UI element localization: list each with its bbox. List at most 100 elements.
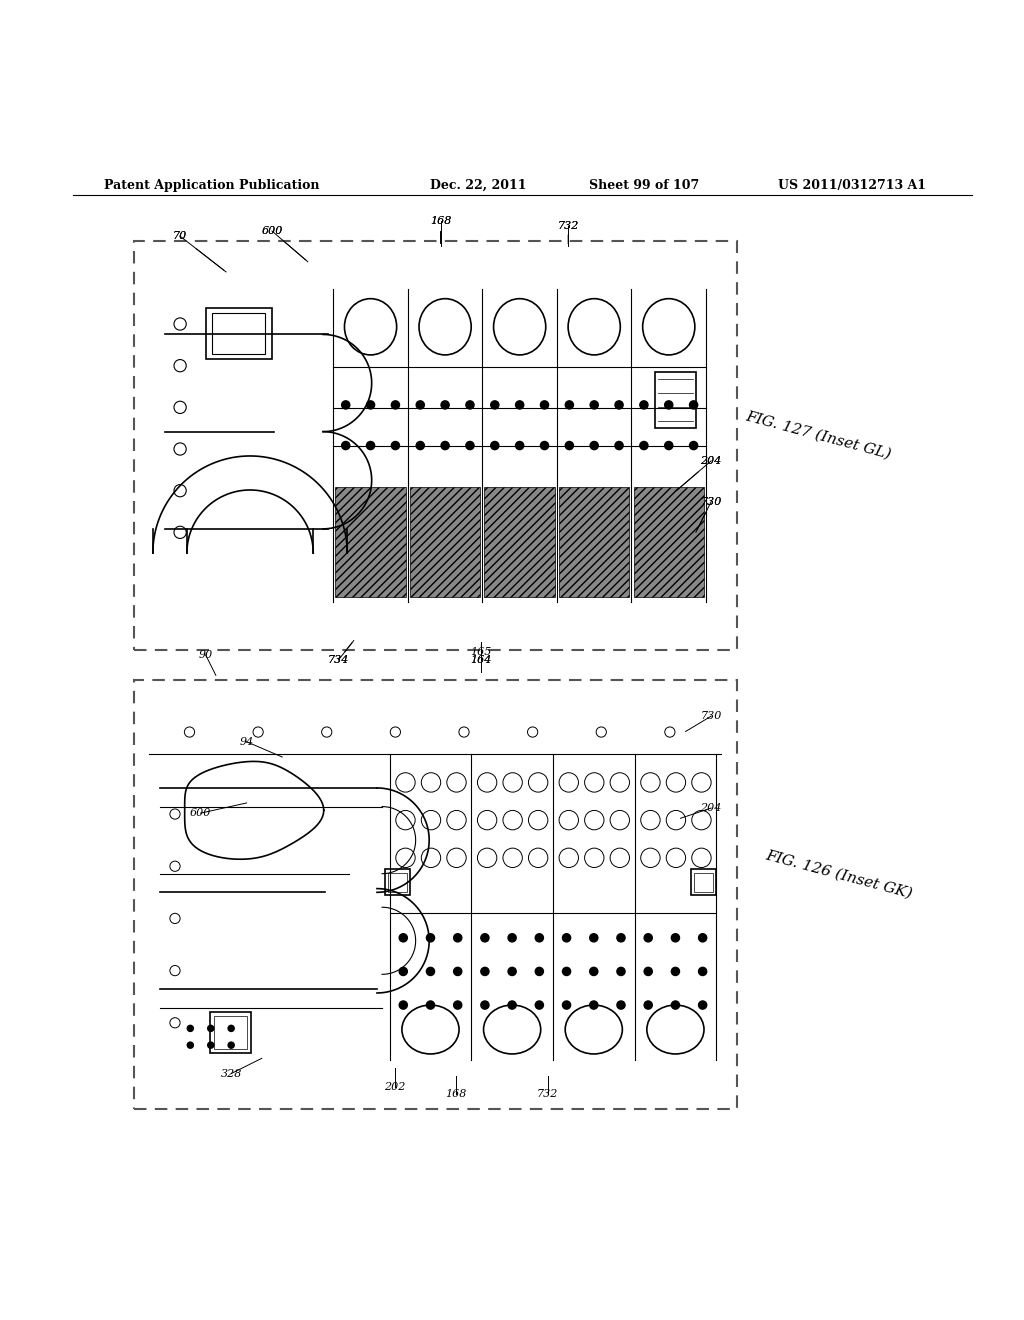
Text: 730: 730: [700, 711, 722, 721]
Circle shape: [644, 933, 652, 942]
Circle shape: [559, 849, 579, 867]
Circle shape: [698, 968, 707, 975]
Text: 70: 70: [173, 231, 187, 242]
Circle shape: [228, 1041, 234, 1048]
Circle shape: [503, 849, 522, 867]
Circle shape: [459, 727, 469, 737]
Circle shape: [477, 810, 497, 830]
Circle shape: [665, 441, 673, 450]
Circle shape: [174, 484, 186, 496]
Text: 734: 734: [328, 655, 349, 665]
Circle shape: [477, 849, 497, 867]
Circle shape: [421, 810, 440, 830]
Circle shape: [187, 1026, 194, 1031]
Text: 164: 164: [471, 655, 493, 665]
Circle shape: [426, 1001, 434, 1008]
Circle shape: [692, 810, 711, 830]
Circle shape: [174, 444, 186, 455]
Circle shape: [692, 849, 711, 867]
Circle shape: [641, 849, 660, 867]
Bar: [484, 487, 555, 597]
Circle shape: [170, 965, 180, 975]
Circle shape: [641, 810, 660, 830]
Circle shape: [503, 772, 522, 792]
Circle shape: [446, 772, 466, 792]
Circle shape: [454, 968, 462, 975]
Ellipse shape: [647, 1005, 703, 1053]
Circle shape: [508, 933, 516, 942]
Circle shape: [390, 727, 400, 737]
Circle shape: [641, 772, 660, 792]
Text: 204: 204: [700, 455, 722, 466]
Circle shape: [640, 401, 648, 409]
Text: 165: 165: [471, 647, 493, 657]
Circle shape: [689, 441, 697, 450]
Circle shape: [174, 359, 186, 372]
Circle shape: [322, 727, 332, 737]
Polygon shape: [694, 873, 713, 892]
Text: FIG. 126 (Inset GK): FIG. 126 (Inset GK): [764, 849, 913, 900]
Circle shape: [615, 441, 624, 450]
Circle shape: [170, 1018, 180, 1028]
Text: 730: 730: [700, 496, 722, 507]
Circle shape: [396, 849, 415, 867]
Text: Sheet 99 of 107: Sheet 99 of 107: [589, 178, 698, 191]
Circle shape: [490, 441, 499, 450]
Ellipse shape: [643, 298, 695, 355]
Circle shape: [399, 968, 408, 975]
Polygon shape: [210, 1011, 251, 1052]
Circle shape: [170, 861, 180, 871]
Ellipse shape: [483, 1005, 541, 1053]
Text: 600: 600: [261, 226, 283, 236]
Circle shape: [396, 772, 415, 792]
Text: 732: 732: [537, 1089, 558, 1100]
Circle shape: [253, 727, 263, 737]
Circle shape: [399, 1001, 408, 1008]
Circle shape: [585, 849, 604, 867]
Circle shape: [541, 401, 549, 409]
Circle shape: [562, 968, 570, 975]
Circle shape: [508, 968, 516, 975]
Circle shape: [536, 933, 544, 942]
Circle shape: [590, 933, 598, 942]
Text: 202: 202: [384, 1082, 406, 1092]
Text: US 2011/0312713 A1: US 2011/0312713 A1: [777, 178, 926, 191]
Circle shape: [454, 933, 462, 942]
Text: 732: 732: [557, 220, 579, 231]
Circle shape: [672, 1001, 680, 1008]
Circle shape: [174, 401, 186, 413]
Polygon shape: [212, 313, 265, 354]
Circle shape: [421, 849, 440, 867]
Circle shape: [515, 441, 523, 450]
Text: 168: 168: [430, 216, 452, 226]
Circle shape: [672, 933, 680, 942]
Circle shape: [490, 401, 499, 409]
Circle shape: [615, 401, 624, 409]
Circle shape: [481, 1001, 489, 1008]
Ellipse shape: [494, 298, 546, 355]
Bar: [410, 487, 480, 597]
Text: 734: 734: [328, 655, 349, 665]
Circle shape: [421, 772, 440, 792]
Circle shape: [565, 401, 573, 409]
Text: 328: 328: [220, 1069, 242, 1078]
Circle shape: [426, 933, 434, 942]
Circle shape: [559, 810, 579, 830]
Ellipse shape: [565, 1005, 623, 1053]
Bar: [559, 487, 630, 597]
Text: 70: 70: [173, 231, 187, 242]
Polygon shape: [214, 1016, 247, 1048]
Circle shape: [585, 772, 604, 792]
Circle shape: [590, 401, 598, 409]
Circle shape: [590, 441, 598, 450]
Circle shape: [391, 441, 399, 450]
Circle shape: [590, 1001, 598, 1008]
Circle shape: [481, 968, 489, 975]
Circle shape: [610, 772, 630, 792]
Circle shape: [170, 809, 180, 820]
Circle shape: [228, 1026, 234, 1031]
Circle shape: [367, 441, 375, 450]
Circle shape: [342, 441, 350, 450]
Circle shape: [559, 772, 579, 792]
Text: Patent Application Publication: Patent Application Publication: [103, 178, 319, 191]
